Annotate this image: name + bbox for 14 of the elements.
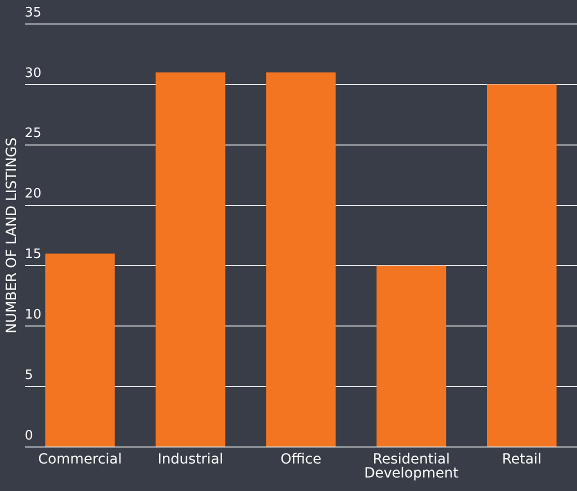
y-tick-label: 30 <box>24 66 42 81</box>
x-tick-label: Office <box>280 452 322 468</box>
x-tick-label: Industrial <box>158 452 224 468</box>
y-tick-label: 0 <box>24 428 34 444</box>
y-tick-label: 5 <box>24 368 34 383</box>
x-tick-label: Residential Development <box>364 452 459 482</box>
y-tick-label: 15 <box>24 247 42 262</box>
y-tick-label: 25 <box>24 126 42 142</box>
x-tick-label: Retail <box>502 452 542 468</box>
y-tick-label: 20 <box>24 186 42 202</box>
x-tick-label: Commercial <box>38 452 122 468</box>
y-tick-label: 10 <box>24 308 42 323</box>
y-axis-title: NUMBER OF LAND LISTINGS <box>4 137 20 334</box>
y-tick-label: 35 <box>24 5 42 20</box>
